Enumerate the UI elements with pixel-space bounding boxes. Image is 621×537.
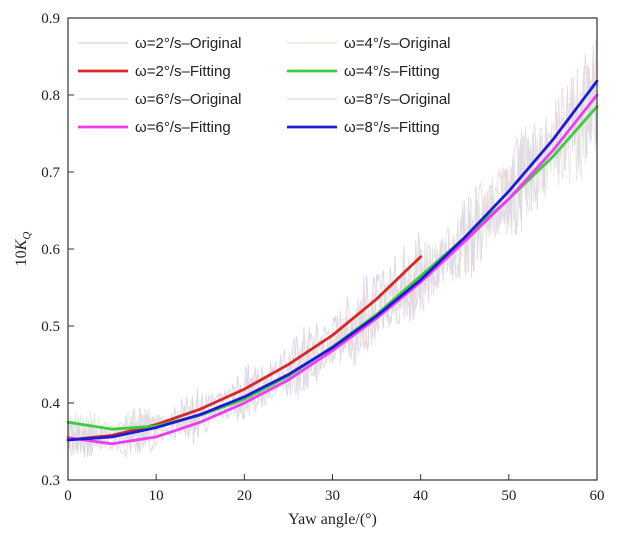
legend-label: ω=6°/s–Fitting [135,119,231,136]
y-tick-label: 0.5 [41,319,60,335]
legend: ω=2°/s–Original ω=4°/s–Original ω=2°/s–Fit… [78,35,451,136]
legend-label: ω=8°/s–Fitting [344,119,440,136]
x-axis-title: Yaw angle/(°) [288,511,377,528]
x-tick-label: 20 [237,488,252,504]
y-tick-label: 0.8 [41,88,60,104]
legend-label: ω=2°/s–Fitting [135,63,231,80]
legend-label: ω=4°/s–Fitting [344,63,440,80]
y-tick-label: 0.9 [41,11,60,27]
legend-label: ω=8°/s–Original [344,91,451,108]
y-tick-label: 0.6 [41,242,60,258]
y-axis: 0.3 0.4 0.5 0.6 0.7 0.8 0.9 [41,11,74,489]
series-6-original-line [67,38,598,457]
y-axis-title-prefix: 10 [13,250,30,266]
x-tick-label: 40 [413,488,428,504]
series-3-fitting-line [66,255,423,442]
fitting-curves-layer [66,79,599,446]
y-tick-label: 0.4 [41,396,60,412]
legend-label: ω=4°/s–Original [344,35,451,52]
x-tick-label: 10 [149,488,164,504]
x-tick-label: 50 [501,488,516,504]
series-5-original-line [67,52,598,459]
y-tick-label: 0.7 [41,165,60,181]
x-tick-label: 60 [590,488,605,504]
series-8-fitting-line [66,79,599,442]
legend-label: ω=6°/s–Original [135,91,242,108]
y-tick-label: 0.3 [41,473,60,489]
y-axis-title-sub: Q [21,232,33,240]
legend-label: ω=2°/s–Original [135,35,242,52]
plot-area-frame [67,17,598,481]
x-axis: 0 10 20 30 40 50 60 [64,474,605,504]
series-7-fitting-line [66,93,599,446]
y-axis-title: 10KQ [13,232,33,267]
x-tick-label: 30 [325,488,340,504]
y-axis-title-var: K [13,238,30,251]
x-tick-label: 0 [64,488,72,504]
